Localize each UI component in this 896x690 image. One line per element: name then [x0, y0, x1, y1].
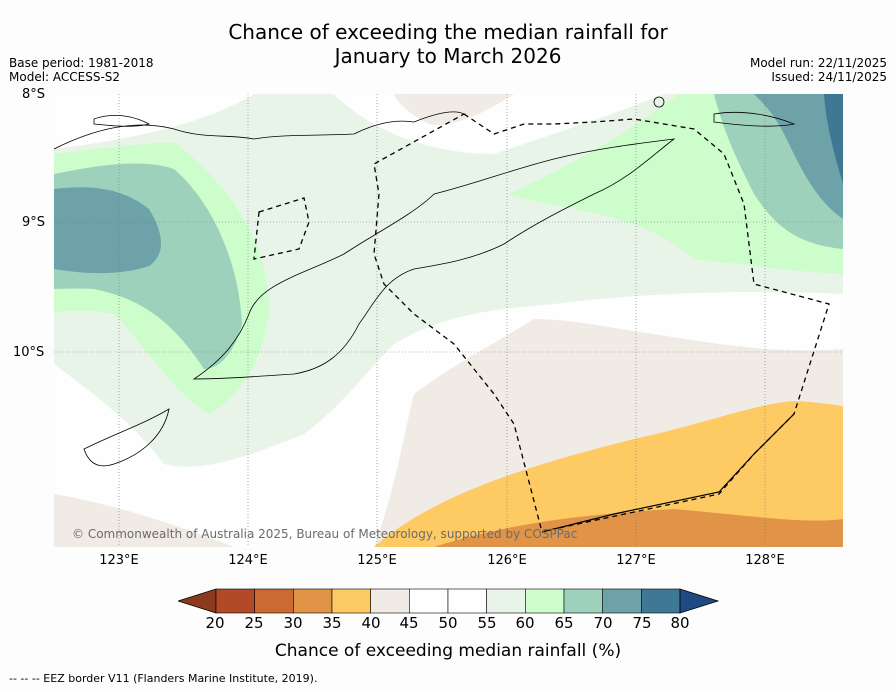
colorbar-over: [679, 588, 720, 614]
colorbar-tick: 25: [244, 614, 264, 632]
maritime-boundary: [541, 413, 795, 533]
island-small-2: [713, 111, 796, 127]
model-info: Base period: 1981-2018 Model: ACCESS-S2: [9, 56, 154, 84]
colorbar-tick: 65: [554, 614, 574, 632]
zone-40-45-southwest: [54, 494, 234, 547]
colorbar-label: Chance of exceeding median rainfall (%): [274, 641, 622, 661]
island-small-3: [93, 114, 151, 127]
colorbar-tick: 50: [438, 614, 458, 632]
model-run-date: Model run: 22/11/2025: [749, 56, 887, 70]
colorbar-cell: [254, 588, 294, 614]
zone-40-45-north: [394, 94, 514, 125]
colorbar-tick: 55: [477, 614, 497, 632]
colorbar-tick: 80: [670, 614, 690, 632]
colorbar-tick: 45: [399, 614, 419, 632]
colorbar-cell: [215, 588, 255, 614]
lon-label-125e: 125°E: [357, 553, 397, 568]
lat-label-10s: 10°S: [13, 345, 45, 360]
lon-label-128e: 128°E: [745, 553, 785, 568]
colorbar-cell: [525, 588, 565, 614]
eez-footnote: -- -- -- EEZ border V11 (Flanders Marine…: [9, 672, 318, 685]
map-title: Chance of exceeding the median rainfall …: [0, 20, 896, 68]
timor-coastline: [192, 138, 676, 380]
issued-date: Issued: 24/11/2025: [771, 70, 887, 84]
lon-label-124e: 124°E: [228, 553, 268, 568]
colorbar-tick: 60: [515, 614, 535, 632]
colorbar-cell: [563, 588, 603, 614]
colorbar-cell: [447, 588, 487, 614]
zone-35-40: [374, 401, 843, 547]
colorbar-tick: 30: [283, 614, 303, 632]
island-west: [83, 408, 170, 467]
lat-label-9s: 9°S: [22, 215, 46, 230]
colorbar: [178, 588, 720, 614]
title-line-2: January to March 2026: [334, 44, 562, 68]
zone-70-75-west: [54, 187, 162, 274]
island-small-1: [653, 96, 665, 108]
colorbar-tick: 70: [593, 614, 613, 632]
lon-label-127e: 127°E: [616, 553, 656, 568]
colorbar-tick: 40: [361, 614, 381, 632]
lat-label-8s: 8°S: [22, 87, 46, 102]
model-name: Model: ACCESS-S2: [9, 70, 121, 84]
eez-border-west: [253, 197, 310, 260]
zone-30-35: [434, 509, 843, 547]
colorbar-cell: [486, 588, 526, 614]
lon-label-123e: 123°E: [99, 553, 139, 568]
zone-70-75-east: [754, 94, 843, 219]
colorbar-cell: [641, 588, 681, 614]
colorbar-cell: [370, 588, 410, 614]
colorbar-cell: [602, 588, 642, 614]
colorbar-tick: 35: [322, 614, 342, 632]
zone-75-80-east: [824, 94, 843, 184]
base-period: Base period: 1981-2018: [9, 56, 154, 70]
colorbar-cell: [293, 588, 333, 614]
colorbar-cell: [409, 588, 449, 614]
rainfall-map: [54, 94, 843, 547]
colorbar-cell: [331, 588, 371, 614]
colorbar-tick: 20: [205, 614, 225, 632]
colorbar-under: [178, 588, 217, 614]
lon-label-126e: 126°E: [487, 553, 527, 568]
colorbar-tick: 75: [632, 614, 652, 632]
run-info: Model run: 22/11/2025 Issued: 24/11/2025: [750, 56, 887, 84]
title-line-1: Chance of exceeding the median rainfall …: [228, 20, 668, 44]
copyright-notice: © Commonwealth of Australia 2025, Bureau…: [72, 527, 578, 541]
map-svg: [54, 94, 843, 547]
